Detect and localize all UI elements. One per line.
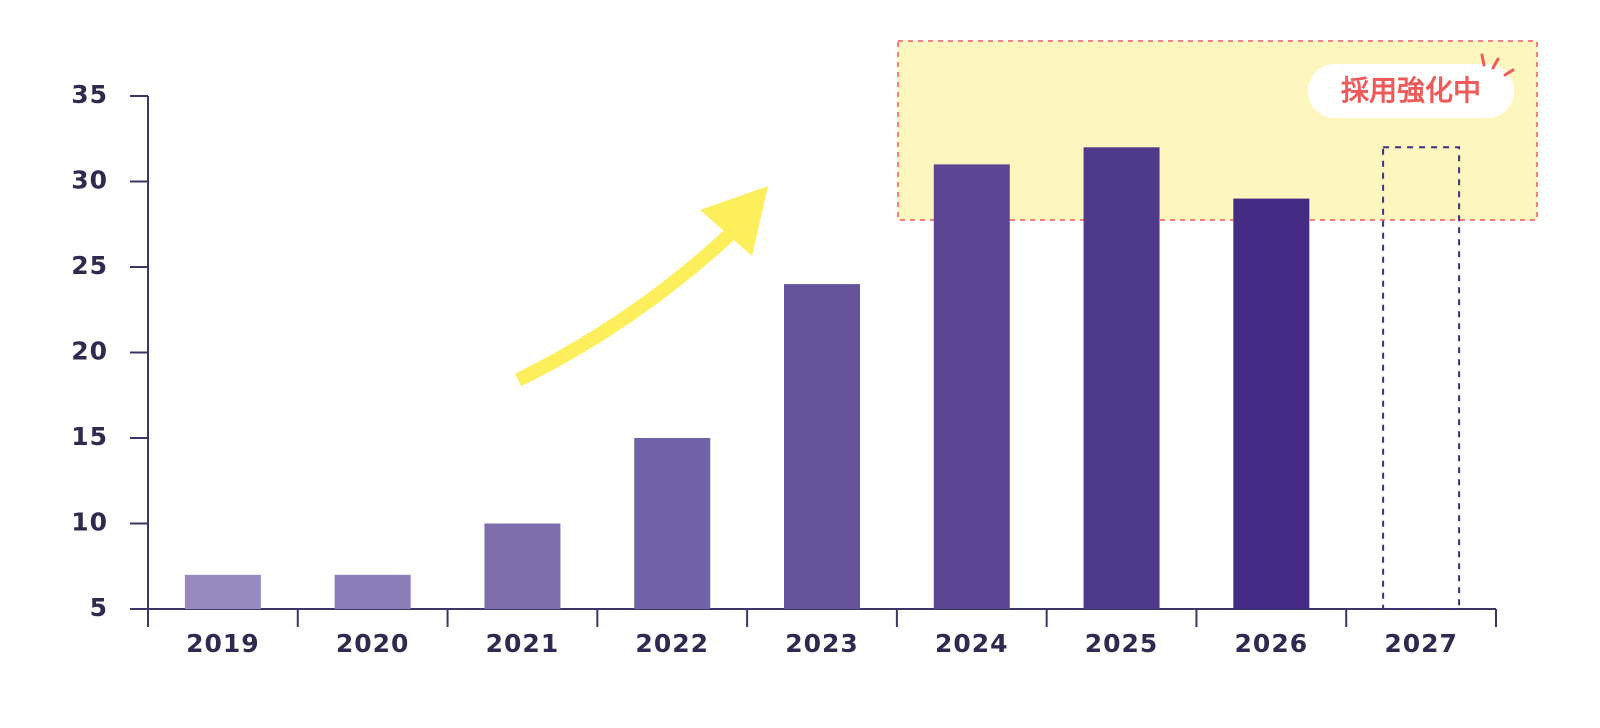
y-tick-label: 25 <box>71 251 108 280</box>
x-tick-label: 2023 <box>785 629 859 658</box>
trend-arrow <box>514 219 745 387</box>
bar <box>1233 198 1310 609</box>
y-tick-label: 10 <box>71 508 108 537</box>
x-tick-label: 2022 <box>635 629 709 658</box>
annotation-badge <box>1308 64 1514 118</box>
y-tick-label: 35 <box>71 80 108 109</box>
y-tick-label: 30 <box>71 166 108 195</box>
y-tick-label: 5 <box>90 593 108 622</box>
bar <box>484 523 561 609</box>
x-tick-label: 2019 <box>186 629 260 658</box>
x-tick-label: 2024 <box>935 629 1009 658</box>
x-tick-label: 2026 <box>1235 629 1309 658</box>
x-tick-label: 2027 <box>1384 629 1458 658</box>
annotation: 採用強化中 <box>1341 74 1481 107</box>
x-tick-label: 2021 <box>486 629 560 658</box>
bar <box>784 284 860 609</box>
sparkle <box>1480 53 1515 77</box>
bar <box>933 164 1010 609</box>
y-tick-label: 15 <box>71 422 108 451</box>
bar <box>334 574 411 609</box>
bar <box>1382 146 1461 611</box>
trend-arrowhead <box>700 186 768 256</box>
bar <box>634 438 711 609</box>
y-tick-label: 20 <box>71 337 108 366</box>
x-tick-label: 2020 <box>336 629 410 658</box>
bar <box>1083 147 1160 610</box>
bar <box>184 574 261 609</box>
x-tick-label: 2025 <box>1085 629 1159 658</box>
